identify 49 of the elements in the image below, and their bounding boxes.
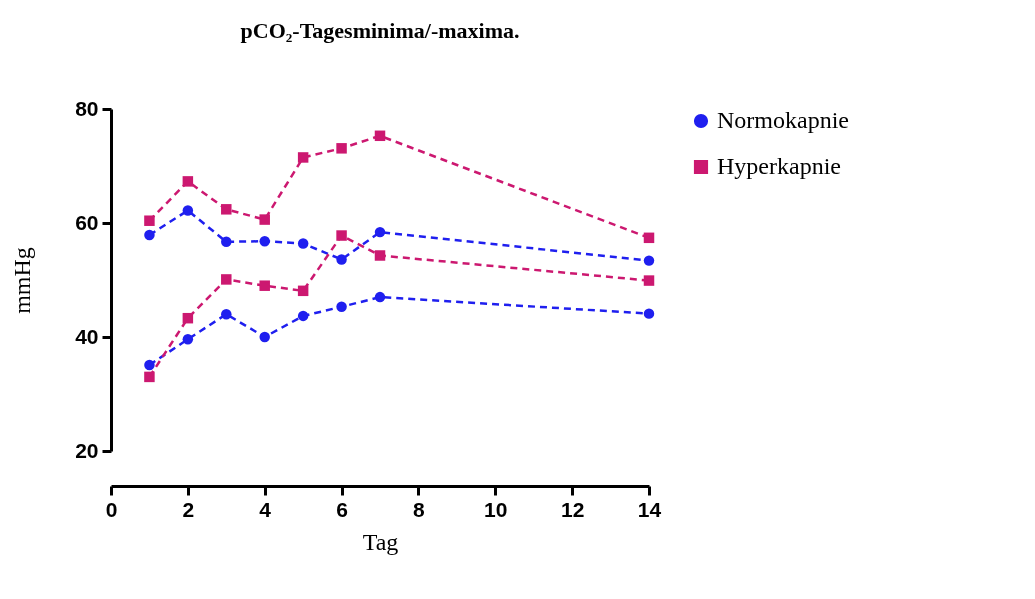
point bbox=[643, 232, 655, 244]
point bbox=[297, 310, 309, 322]
point bbox=[182, 205, 194, 216]
point bbox=[182, 176, 194, 187]
point bbox=[259, 331, 270, 343]
point bbox=[144, 359, 155, 371]
point bbox=[144, 229, 155, 241]
point bbox=[259, 236, 270, 247]
x-tick-label: 0 bbox=[105, 497, 118, 521]
x-tick-label: 4 bbox=[259, 497, 272, 521]
x-tick-label: 14 bbox=[637, 497, 662, 521]
point bbox=[144, 371, 155, 383]
y-axis-title: mmHg bbox=[9, 247, 36, 314]
x-tick-label: 10 bbox=[484, 497, 508, 521]
y-tick-label: 60 bbox=[75, 210, 99, 234]
legend-label: Hyperkapnie bbox=[717, 153, 841, 179]
y-tick-label: 40 bbox=[75, 324, 99, 348]
point bbox=[336, 230, 347, 241]
point bbox=[374, 291, 386, 303]
point bbox=[336, 143, 347, 154]
point bbox=[221, 204, 232, 215]
legend-label: Normokapnie bbox=[717, 107, 849, 133]
point bbox=[221, 274, 232, 285]
point bbox=[144, 215, 155, 226]
x-tick-label: 12 bbox=[560, 497, 585, 521]
y-tick-label: 20 bbox=[75, 438, 99, 462]
point bbox=[643, 255, 655, 266]
point bbox=[182, 312, 194, 324]
point bbox=[374, 226, 386, 238]
point bbox=[221, 308, 232, 320]
point bbox=[643, 275, 655, 286]
point bbox=[259, 280, 270, 291]
x-tick-label: 2 bbox=[182, 497, 195, 521]
point bbox=[297, 285, 309, 297]
point bbox=[336, 254, 347, 265]
point bbox=[374, 130, 386, 142]
point bbox=[221, 236, 232, 248]
point bbox=[182, 334, 194, 345]
chart-title: pCO₂-Tagesminima/-maxima. bbox=[240, 18, 520, 43]
point bbox=[374, 250, 386, 261]
x-tick-label: 8 bbox=[413, 497, 426, 521]
point bbox=[259, 214, 270, 225]
point bbox=[297, 152, 309, 163]
x-axis-title: Tag bbox=[362, 528, 399, 555]
x-tick-label: 6 bbox=[336, 497, 348, 521]
y-tick-label: 80 bbox=[75, 96, 99, 120]
point bbox=[643, 308, 655, 319]
point bbox=[336, 301, 347, 313]
point bbox=[297, 238, 309, 249]
